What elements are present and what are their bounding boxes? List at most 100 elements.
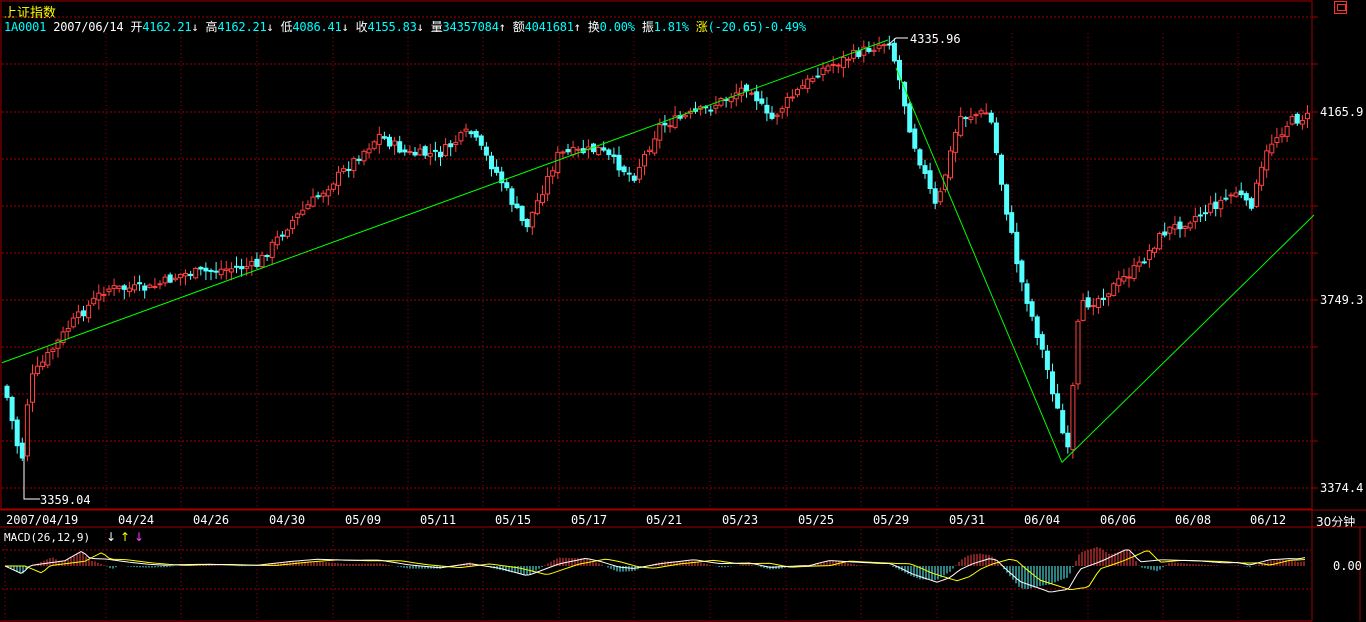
candle-down xyxy=(662,122,668,126)
candle-up xyxy=(147,284,153,288)
candle-up xyxy=(876,44,882,49)
candle-down xyxy=(489,155,494,170)
candle-up xyxy=(249,260,255,267)
candle-up xyxy=(937,191,943,203)
candle-up xyxy=(861,46,867,56)
candle-down xyxy=(891,42,897,62)
candle-up xyxy=(50,348,56,352)
macd-title: MACD(26,12,9) xyxy=(4,531,90,544)
close-value: 4155.83 xyxy=(367,20,417,34)
candle-up xyxy=(417,148,423,156)
candle-up xyxy=(366,148,372,154)
candle-up xyxy=(427,152,433,157)
candle-up xyxy=(274,236,280,246)
candle-down xyxy=(234,265,239,268)
candle-up xyxy=(596,146,602,156)
candle-down xyxy=(769,112,775,119)
candle-up xyxy=(830,63,836,66)
candle-down xyxy=(1248,198,1254,209)
macd-marker-arrow: ↓ xyxy=(134,530,144,544)
candle-down xyxy=(279,234,285,237)
candle-up xyxy=(555,151,561,174)
candle-up xyxy=(259,254,265,268)
candle-up xyxy=(1279,134,1285,138)
macd-diff-line xyxy=(4,549,1306,593)
candle-up xyxy=(871,49,877,52)
candle-up xyxy=(172,277,178,281)
candle-up xyxy=(948,150,953,179)
candle-up xyxy=(1254,182,1259,207)
candle-up xyxy=(1192,216,1198,223)
candle-down xyxy=(999,154,1004,185)
candle-down xyxy=(1141,261,1147,264)
macd-group xyxy=(4,546,1306,593)
candle-up xyxy=(320,192,326,197)
candle-up xyxy=(1233,192,1239,197)
trend-line xyxy=(895,67,1063,463)
candle-up xyxy=(1305,112,1310,120)
candle-down xyxy=(208,269,214,272)
candle-down xyxy=(993,122,999,154)
candle-down xyxy=(922,165,928,174)
candle-up xyxy=(774,114,780,117)
candle-down xyxy=(1177,221,1183,230)
candle-up xyxy=(65,327,71,332)
candle-up xyxy=(672,115,678,128)
high-annotation-label: 4335.96 xyxy=(910,32,961,46)
candle-up xyxy=(223,268,229,271)
candle-up xyxy=(529,211,535,228)
candle-up xyxy=(55,339,61,349)
candle-up xyxy=(269,241,275,258)
candle-up xyxy=(978,110,984,115)
candle-up xyxy=(795,89,800,96)
amount-arrow: ↑ xyxy=(573,20,581,34)
candle-up xyxy=(1070,385,1076,451)
low-label: 低 xyxy=(280,20,293,34)
candle-down xyxy=(483,146,489,156)
candle-down xyxy=(9,396,15,422)
timeframe-label[interactable]: 30分钟 xyxy=(1316,515,1356,529)
volume-value: 34357084 xyxy=(442,20,499,34)
candle-down xyxy=(478,135,484,146)
candle-up xyxy=(290,219,296,230)
low-arrow: ↓ xyxy=(341,20,349,34)
candle-up xyxy=(310,196,316,207)
candle-up xyxy=(1264,150,1270,171)
x-tick-label: 05/11 xyxy=(420,513,456,527)
candle-up xyxy=(91,297,97,305)
candle-down xyxy=(422,146,428,156)
candle-down xyxy=(621,166,627,173)
candle-up xyxy=(1218,199,1224,210)
candle-up xyxy=(846,58,851,61)
candle-up xyxy=(126,287,132,293)
candle-down xyxy=(1243,193,1249,201)
candle-up xyxy=(157,283,163,286)
low-annotation-leader xyxy=(23,458,40,500)
candle-up xyxy=(60,331,66,343)
candle-down xyxy=(432,149,438,152)
restore-window-icon[interactable] xyxy=(1334,1,1347,14)
candle-up xyxy=(24,404,30,457)
candle-down xyxy=(616,154,622,171)
candle-up xyxy=(300,209,306,215)
candle-up xyxy=(749,92,755,95)
turnover-value: 0.00% xyxy=(599,20,635,34)
candle-down xyxy=(1101,297,1106,300)
quote-info-bar: 1A0001 2007/06/14 开4162.21↓ 高4162.21↓ 低4… xyxy=(4,18,806,35)
candle-down xyxy=(198,266,204,270)
candle-up xyxy=(953,131,959,153)
candle-up xyxy=(840,57,846,69)
candle-up xyxy=(800,85,806,89)
candle-down xyxy=(631,175,637,181)
candle-up xyxy=(371,141,377,149)
open-value: 4162.21 xyxy=(142,20,192,34)
candle-up xyxy=(228,268,234,273)
candle-down xyxy=(142,285,148,291)
candle-up xyxy=(958,116,964,136)
candle-up xyxy=(1152,247,1157,253)
candle-down xyxy=(315,195,321,198)
high-annotation-leader xyxy=(887,37,908,46)
candle-down xyxy=(81,310,86,317)
candle-down xyxy=(1014,231,1020,265)
